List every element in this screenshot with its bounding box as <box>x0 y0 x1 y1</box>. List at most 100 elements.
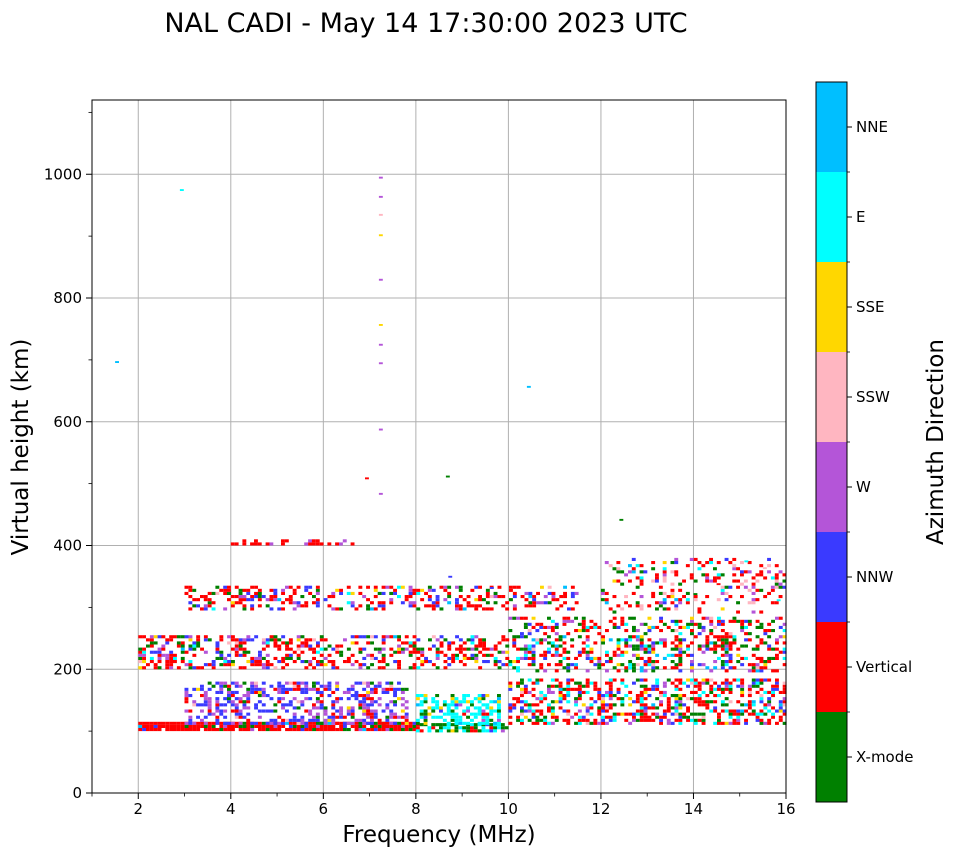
echo-point-vertical <box>230 694 235 698</box>
echo-point-nnw <box>632 700 636 704</box>
echo-point-vertical <box>439 650 444 654</box>
echo-point-w <box>157 647 162 651</box>
echo-point-nnw <box>343 724 347 728</box>
echo-point-e <box>477 694 482 698</box>
echo-point-nnw <box>362 718 367 722</box>
echo-point-nnw <box>470 638 475 642</box>
echo-point-nnw <box>211 660 216 664</box>
echo-point-sse <box>415 697 420 701</box>
echo-point-e <box>713 687 718 691</box>
echo-point-w <box>346 721 351 725</box>
echo-point-vertical <box>308 591 313 595</box>
echo-point-x-mode <box>685 591 690 595</box>
echo-point-w <box>354 718 359 722</box>
echo-point-vertical <box>308 542 312 546</box>
echo-point-vertical <box>585 681 590 685</box>
echo-point-nne <box>497 697 501 701</box>
echo-point-nnw <box>593 663 598 667</box>
echo-point-w <box>378 362 383 365</box>
echo-point-x-mode <box>720 660 725 664</box>
echo-point-nnw <box>643 570 648 574</box>
echo-point-nne <box>724 647 729 651</box>
echo-point-vertical <box>550 653 555 657</box>
echo-point-sse <box>362 709 367 713</box>
echo-point-vertical <box>292 660 297 664</box>
echo-point-x-mode <box>527 703 532 707</box>
echo-point-vertical <box>608 619 613 623</box>
echo-point-nnw <box>350 694 355 698</box>
echo-point-vertical <box>366 598 370 602</box>
echo-point-vertical <box>474 607 479 611</box>
echo-point-w <box>350 684 355 688</box>
echo-point-w <box>312 706 316 710</box>
echo-point-ssw <box>747 690 752 694</box>
echo-point-nnw <box>447 663 452 667</box>
echo-point-x-mode <box>597 666 602 670</box>
echo-point-vertical <box>497 585 502 589</box>
echo-point-w <box>188 635 193 639</box>
echo-point-vertical <box>420 663 425 667</box>
echo-point-nnw <box>366 703 370 707</box>
echo-point-vertical <box>401 641 405 645</box>
echo-point-vertical <box>720 690 725 694</box>
echo-point-nnw <box>315 690 320 694</box>
echo-point-ssw <box>690 681 694 685</box>
echo-point-x-mode <box>512 666 517 670</box>
echo-point-vertical <box>782 700 787 704</box>
echo-point-vertical <box>771 669 775 673</box>
echo-point-nnw <box>370 721 374 725</box>
echo-point-nnw <box>200 687 204 691</box>
echo-point-x-mode <box>350 715 355 719</box>
echo-point-e <box>755 681 760 685</box>
echo-point-w <box>230 700 235 704</box>
echo-point-vertical <box>659 715 663 719</box>
echo-point-vertical <box>523 616 528 620</box>
echo-point-vertical <box>666 625 671 629</box>
echo-point-vertical <box>288 585 293 589</box>
echo-point-vertical <box>501 638 506 642</box>
echo-point-w <box>751 610 756 614</box>
echo-point-vertical <box>146 724 150 728</box>
echo-point-vertical <box>550 629 555 633</box>
echo-point-vertical <box>231 638 235 642</box>
echo-point-vertical <box>639 641 644 645</box>
echo-point-w <box>767 703 772 707</box>
echo-point-sse <box>624 650 629 654</box>
echo-point-ssw <box>273 666 278 670</box>
echo-point-ssw <box>335 647 340 651</box>
echo-point-nnw <box>281 684 285 688</box>
echo-point-vertical <box>678 681 683 685</box>
echo-point-w <box>443 598 448 602</box>
echo-point-vertical <box>238 641 243 645</box>
echo-point-x-mode <box>767 635 772 639</box>
echo-point-vertical <box>782 663 787 667</box>
echo-point-vertical <box>254 585 258 589</box>
echo-point-sse <box>616 644 621 648</box>
echo-point-vertical <box>755 656 760 660</box>
echo-point-vertical <box>771 715 775 719</box>
echo-point-w <box>743 585 748 589</box>
echo-point-vertical <box>709 684 714 688</box>
echo-point-x-mode <box>574 616 578 620</box>
echo-point-w <box>285 681 289 685</box>
echo-point-x-mode <box>292 724 297 728</box>
echo-point-sse <box>740 690 745 694</box>
echo-point-e <box>701 690 706 694</box>
echo-point-nne <box>604 601 609 605</box>
echo-point-vertical <box>312 724 316 728</box>
echo-point-vertical <box>732 721 737 725</box>
echo-point-w <box>770 585 775 589</box>
echo-point-vertical <box>705 595 710 599</box>
echo-point-vertical <box>639 579 644 583</box>
echo-point-w <box>381 687 386 691</box>
echo-point-e <box>771 712 775 716</box>
echo-point-w <box>378 428 383 431</box>
echo-point-nnw <box>755 678 760 682</box>
echo-point-x-mode <box>504 726 509 730</box>
echo-point-w <box>512 604 517 608</box>
echo-point-e <box>419 700 424 704</box>
echo-point-vertical <box>207 724 212 728</box>
echo-point-vertical <box>370 653 374 657</box>
echo-point-vertical <box>570 678 575 682</box>
echo-point-x-mode <box>482 598 486 602</box>
